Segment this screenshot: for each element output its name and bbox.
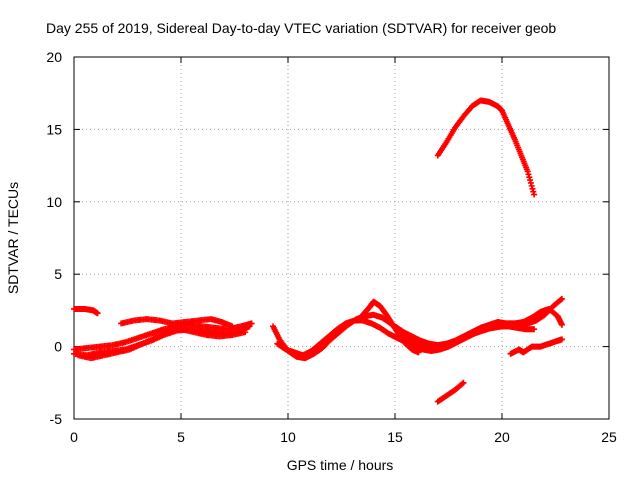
data-point-marker [242,329,249,336]
data-point-marker [529,185,536,192]
series-trace-l [507,336,565,357]
series-trace-h [359,298,422,356]
data-point-marker [558,336,565,343]
y-tick-label: 20 [46,49,62,65]
y-axis-label: SDTVAR / TECUs [5,182,21,294]
data-point-marker [526,174,533,181]
data-point-marker [229,323,236,330]
data-markers [71,97,565,405]
x-tick-label: 20 [494,429,510,445]
chart-title: Day 255 of 2019, Sidereal Day-to-day VTE… [46,20,556,36]
data-point-marker [527,179,534,186]
data-point-marker [530,188,537,195]
axis-ticks [73,56,610,420]
data-point-marker [531,326,538,333]
y-tick-label: -5 [50,411,63,427]
plot-frame [73,56,610,420]
data-point-marker [527,177,534,184]
data-point-marker [460,379,467,386]
tick-labels: 0 5 10 15 20 25 -5 0 5 10 15 20 [46,49,617,445]
series-trace-d [75,326,249,362]
data-point-marker [415,349,422,356]
x-tick-label: 15 [387,429,403,445]
y-tick-label: 5 [54,266,62,282]
data-point-marker [248,320,255,327]
y-tick-label: 0 [54,339,62,355]
x-tick-label: 25 [601,429,617,445]
series-trace-k [434,379,467,405]
data-point-marker [525,171,532,178]
data-point-marker [459,380,466,387]
x-axis-label: GPS time / hours [287,457,394,473]
data-point-marker [524,168,531,175]
data-point-marker [557,296,564,303]
y-tick-label: 10 [46,194,62,210]
series-trace-j [434,97,538,198]
data-point-marker [558,295,565,302]
data-point-marker [558,321,565,328]
grid-lines [73,56,610,420]
series-trace-i [392,305,565,349]
data-point-marker [528,182,535,189]
x-tick-label: 10 [280,429,296,445]
data-point-marker [94,310,101,317]
y-tick-label: 15 [46,121,62,137]
series-trace-a [71,305,101,317]
x-tick-label: 5 [177,429,185,445]
x-tick-label: 0 [70,429,78,445]
data-point-marker [531,191,538,198]
series-trace-e [118,316,236,330]
